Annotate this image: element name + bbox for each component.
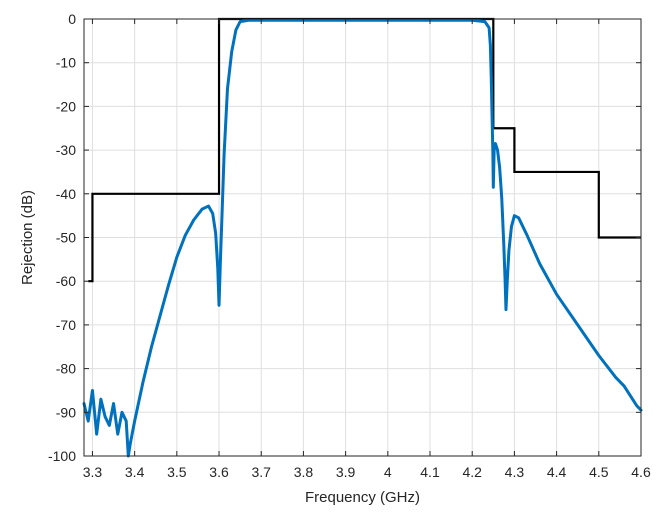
x-tick-label-12: 4.5: [589, 464, 609, 480]
x-tick-label-5: 3.8: [294, 464, 314, 480]
y-tick-label-4: -40: [56, 186, 76, 202]
x-tick-label-3: 3.6: [209, 464, 229, 480]
x-tick-label-9: 4.2: [462, 464, 482, 480]
y-tick-label-2: -20: [56, 98, 76, 114]
y-tick-label-8: -80: [56, 361, 76, 377]
series-mask-line: [88, 17, 641, 283]
x-tick-label-2: 3.5: [167, 464, 187, 480]
x-tick-label-8: 4.1: [420, 464, 440, 480]
y-tick-label-3: -30: [56, 142, 76, 158]
x-tick-label-1: 3.4: [125, 464, 145, 480]
y-tick-label-10: -100: [48, 448, 76, 464]
y-axis-label: Rejection (dB): [19, 190, 36, 285]
x-tick-label-13: 4.6: [631, 464, 651, 480]
x-axis-label: Frequency (GHz): [305, 489, 420, 506]
y-tick-label-1: -10: [56, 55, 76, 71]
y-tick-label-7: -70: [56, 317, 76, 333]
y-tick-label-9: -90: [56, 404, 76, 420]
x-tick-label-7: 4: [384, 464, 392, 480]
y-tick-label-6: -60: [56, 273, 76, 289]
x-tick-label-11: 4.4: [547, 464, 567, 480]
x-tick-label-0: 3.3: [83, 464, 103, 480]
x-tick-label-10: 4.3: [505, 464, 525, 480]
x-tick-label-6: 3.9: [336, 464, 356, 480]
y-tick-label-0: 0: [68, 11, 76, 27]
x-tick-label-4: 3.7: [251, 464, 271, 480]
y-tick-label-5: -50: [56, 230, 76, 246]
